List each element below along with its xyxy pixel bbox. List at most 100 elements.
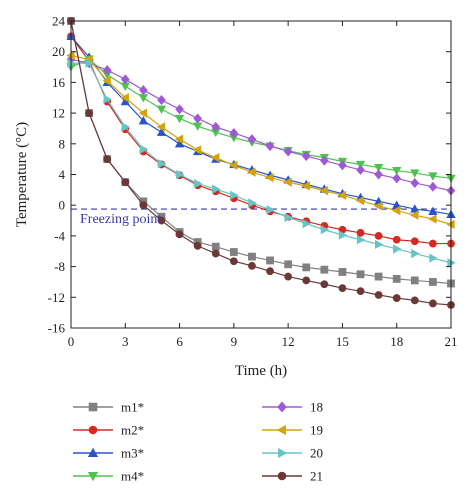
data-point	[428, 214, 437, 224]
legend-marker	[87, 472, 99, 482]
legend-item-20: 20	[262, 446, 323, 461]
data-point	[157, 216, 166, 225]
data-point	[229, 128, 239, 139]
series-line	[70, 58, 452, 179]
data-point	[320, 265, 329, 274]
data-point	[266, 267, 274, 276]
legend-label: m2*	[121, 423, 144, 438]
data-point	[248, 261, 256, 270]
legend-label: 18	[310, 400, 323, 415]
legend-marker	[277, 401, 287, 413]
data-point	[139, 201, 148, 210]
series-line	[71, 62, 452, 264]
legend-label: m1*	[121, 400, 144, 415]
data-point	[139, 85, 148, 96]
data-point	[337, 190, 347, 200]
legend-label: 21	[310, 469, 323, 484]
x-tick-label: 21	[445, 334, 458, 349]
legend-label: m3*	[121, 446, 144, 461]
data-point	[156, 122, 166, 132]
y-tick-label: -8	[54, 259, 65, 274]
data-point	[229, 257, 238, 266]
data-point	[356, 235, 366, 245]
data-point	[338, 268, 347, 276]
x-tick-label: 3	[122, 334, 129, 349]
legend-item-21: 21	[262, 469, 323, 484]
data-point	[429, 253, 438, 263]
y-tick-label: -4	[54, 228, 65, 243]
data-point	[265, 141, 275, 152]
series-line	[70, 20, 452, 306]
data-point	[174, 114, 185, 124]
data-point	[121, 178, 130, 187]
data-point	[103, 155, 112, 164]
data-point	[139, 144, 149, 154]
data-point	[229, 160, 238, 170]
y-tick-label: 4	[59, 167, 66, 182]
x-tick-label: 0	[68, 334, 75, 349]
y-tick-label: 24	[52, 14, 66, 29]
legend-marker	[277, 471, 287, 481]
data-point	[138, 108, 147, 118]
legend-item-m1-star: m1*	[73, 400, 144, 415]
data-point	[302, 276, 311, 285]
legend-item-m4-star: m4*	[73, 469, 144, 484]
data-point	[193, 113, 202, 124]
data-point	[284, 212, 293, 223]
data-point	[211, 242, 220, 251]
data-point	[411, 248, 420, 259]
series-20	[67, 58, 456, 268]
data-point	[374, 231, 383, 240]
data-point	[247, 167, 256, 177]
data-point	[410, 276, 419, 285]
legend-label: 20	[310, 446, 323, 461]
data-point	[338, 230, 348, 240]
legend-marker	[276, 424, 286, 436]
series-line	[70, 35, 451, 245]
data-point	[120, 74, 130, 85]
legend-label: 19	[310, 423, 323, 438]
data-point	[373, 163, 384, 173]
data-point	[320, 225, 330, 235]
data-point	[320, 155, 329, 166]
data-point	[392, 294, 401, 302]
y-tick-label: 8	[59, 136, 66, 151]
plot-area	[66, 17, 456, 309]
data-point	[301, 151, 311, 162]
series-19	[66, 50, 455, 230]
data-point	[175, 230, 184, 239]
data-point	[338, 284, 347, 292]
data-point	[373, 201, 383, 211]
data-point	[356, 287, 365, 296]
series-line	[70, 20, 452, 285]
data-point	[283, 146, 293, 157]
data-point	[248, 252, 256, 261]
data-point	[247, 134, 257, 145]
data-point	[193, 241, 202, 250]
legend-item-19: 19	[262, 423, 323, 438]
data-point	[157, 95, 166, 106]
legend-marker	[88, 402, 98, 412]
legend-marker	[278, 447, 288, 459]
data-point	[85, 109, 93, 117]
data-point	[265, 172, 274, 183]
axes: 0 3 6 9 12 15 18 21 -16 -12 -8 -4 0 4 8 12 16 20 24	[48, 14, 458, 350]
legend-marker	[88, 425, 98, 435]
data-point	[85, 58, 94, 68]
data-point	[284, 260, 293, 269]
data-point	[429, 278, 437, 286]
y-tick-label: 16	[52, 75, 66, 90]
data-point	[156, 127, 167, 136]
data-point	[211, 152, 220, 163]
legend-item-m2-star: m2*	[73, 423, 144, 438]
data-point	[356, 270, 365, 279]
data-point	[102, 76, 111, 86]
series-line	[70, 54, 452, 225]
y-tick-label: 0	[59, 198, 66, 213]
data-point	[284, 272, 293, 281]
data-point	[428, 206, 438, 215]
data-point	[410, 237, 419, 246]
data-point	[393, 244, 402, 254]
data-point	[211, 249, 220, 258]
